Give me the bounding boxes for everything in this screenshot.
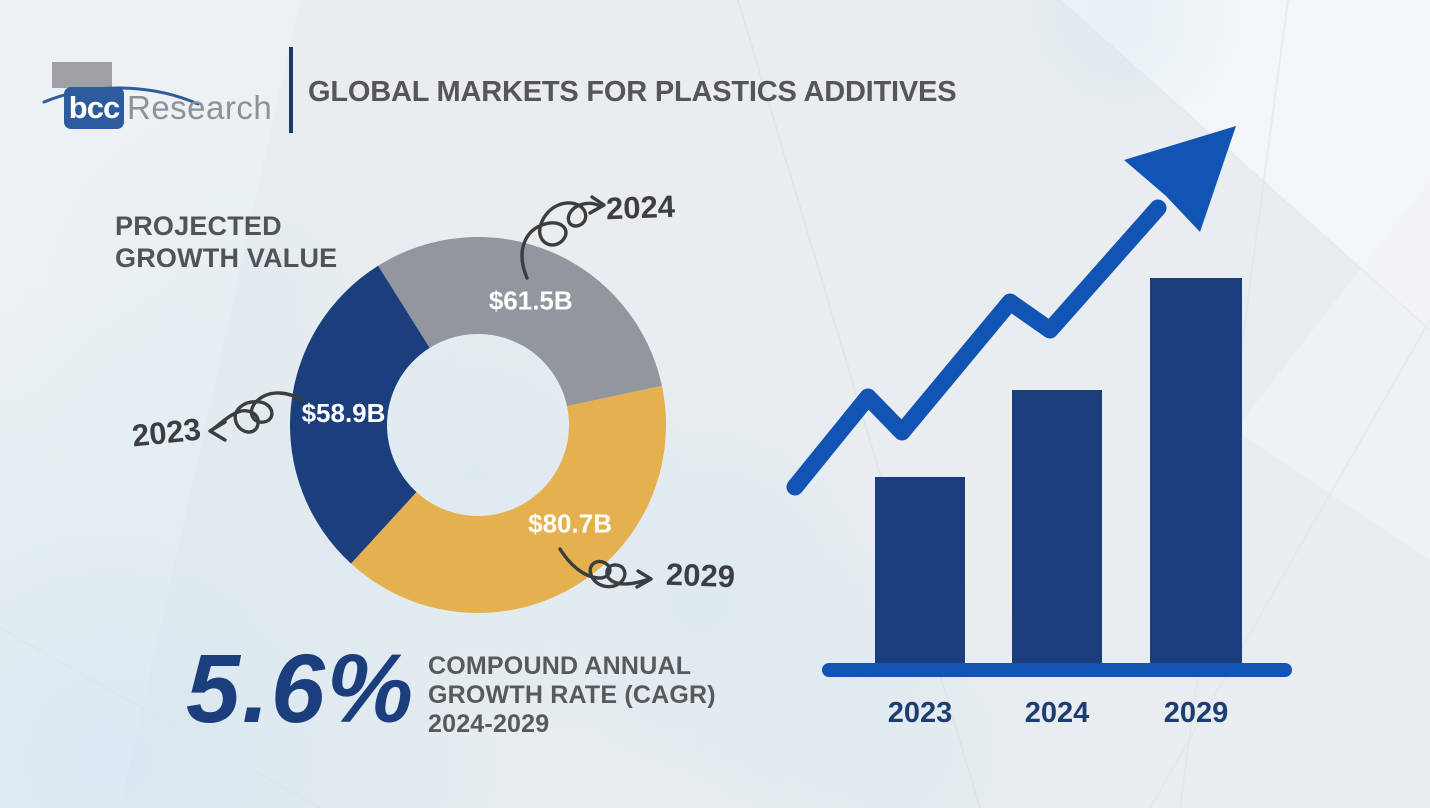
donut-heading: PROJECTED GROWTH VALUE — [115, 210, 337, 275]
bar-series — [875, 278, 1242, 670]
bar-label-2029: 2029 — [1164, 697, 1229, 729]
bar-chart: 2023 2024 2029 — [786, 126, 1292, 729]
donut-slice-2029 — [351, 385, 666, 613]
donut-slice-2024 — [378, 237, 662, 407]
bar-label-2023: 2023 — [888, 697, 953, 729]
donut-chart — [290, 237, 666, 613]
squiggle-arrow-2029-icon — [558, 547, 648, 589]
bar-category-labels: 2023 2024 2029 — [888, 697, 1229, 729]
donut-slice-2023 — [290, 265, 430, 564]
cagr-value: 5.6% — [186, 634, 416, 743]
bar-2023 — [875, 477, 965, 670]
trend-arrowhead-icon — [1124, 126, 1236, 232]
logo-bcc-text: bcc — [68, 90, 120, 125]
logo-bcc-block: bcc — [64, 87, 124, 129]
squiggle-arrowhead-2024-icon — [588, 195, 606, 215]
donut-heading-line1: PROJECTED — [115, 211, 282, 241]
bar-label-2024: 2024 — [1025, 697, 1090, 729]
crease-line — [1149, 319, 1430, 808]
bar-chart-baseline — [822, 663, 1292, 677]
page-title: GLOBAL MARKETS FOR PLASTICS ADDITIVES — [308, 76, 957, 108]
squiggle-arrowhead-2029-icon — [635, 569, 653, 589]
logo-research-text: Research — [127, 89, 273, 126]
background-shard — [1235, 180, 1430, 560]
header-divider — [289, 47, 293, 133]
cagr-description: COMPOUND ANNUAL GROWTH RATE (CAGR) 2024-… — [428, 652, 716, 739]
donut-slice-value-2023: $58.9B — [302, 398, 386, 428]
donut-value-labels: $61.5B $58.9B $80.7B — [302, 286, 612, 539]
squiggle-arrow-2024-icon — [520, 201, 602, 280]
squiggle-arrow-2023-icon — [210, 391, 305, 434]
crease-line — [0, 627, 321, 808]
crease-line — [1059, 0, 1430, 331]
trend-arrow-line — [786, 199, 1167, 496]
donut-slice-value-2029: $80.7B — [528, 509, 612, 539]
bar-2024 — [1012, 390, 1102, 670]
callout-2023: 2023 — [130, 411, 203, 454]
cagr-desc-line3: 2024-2029 — [428, 710, 550, 738]
callout-2024: 2024 — [605, 188, 676, 227]
watercolor-wash — [990, 0, 1250, 145]
trend-arrow — [786, 126, 1236, 496]
donut-slice-value-2024: $61.5B — [489, 286, 573, 316]
donut-heading-line2: GROWTH VALUE — [115, 243, 338, 274]
callout-2029: 2029 — [665, 556, 736, 595]
cagr-desc-line1: COMPOUND ANNUAL — [428, 652, 692, 680]
cagr-desc-line2: GROWTH RATE (CAGR) — [428, 681, 716, 709]
squiggle-arrowhead-2023-icon — [208, 420, 227, 442]
logo-gray-block — [52, 62, 112, 88]
bar-2029 — [1150, 278, 1242, 670]
